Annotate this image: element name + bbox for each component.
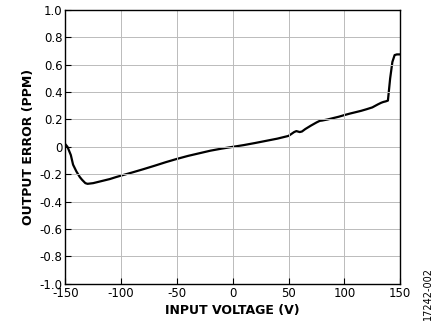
Y-axis label: OUTPUT ERROR (PPM): OUTPUT ERROR (PPM) [22,69,35,225]
X-axis label: INPUT VOLTAGE (V): INPUT VOLTAGE (V) [165,304,299,317]
Text: 17242-002: 17242-002 [422,267,432,320]
